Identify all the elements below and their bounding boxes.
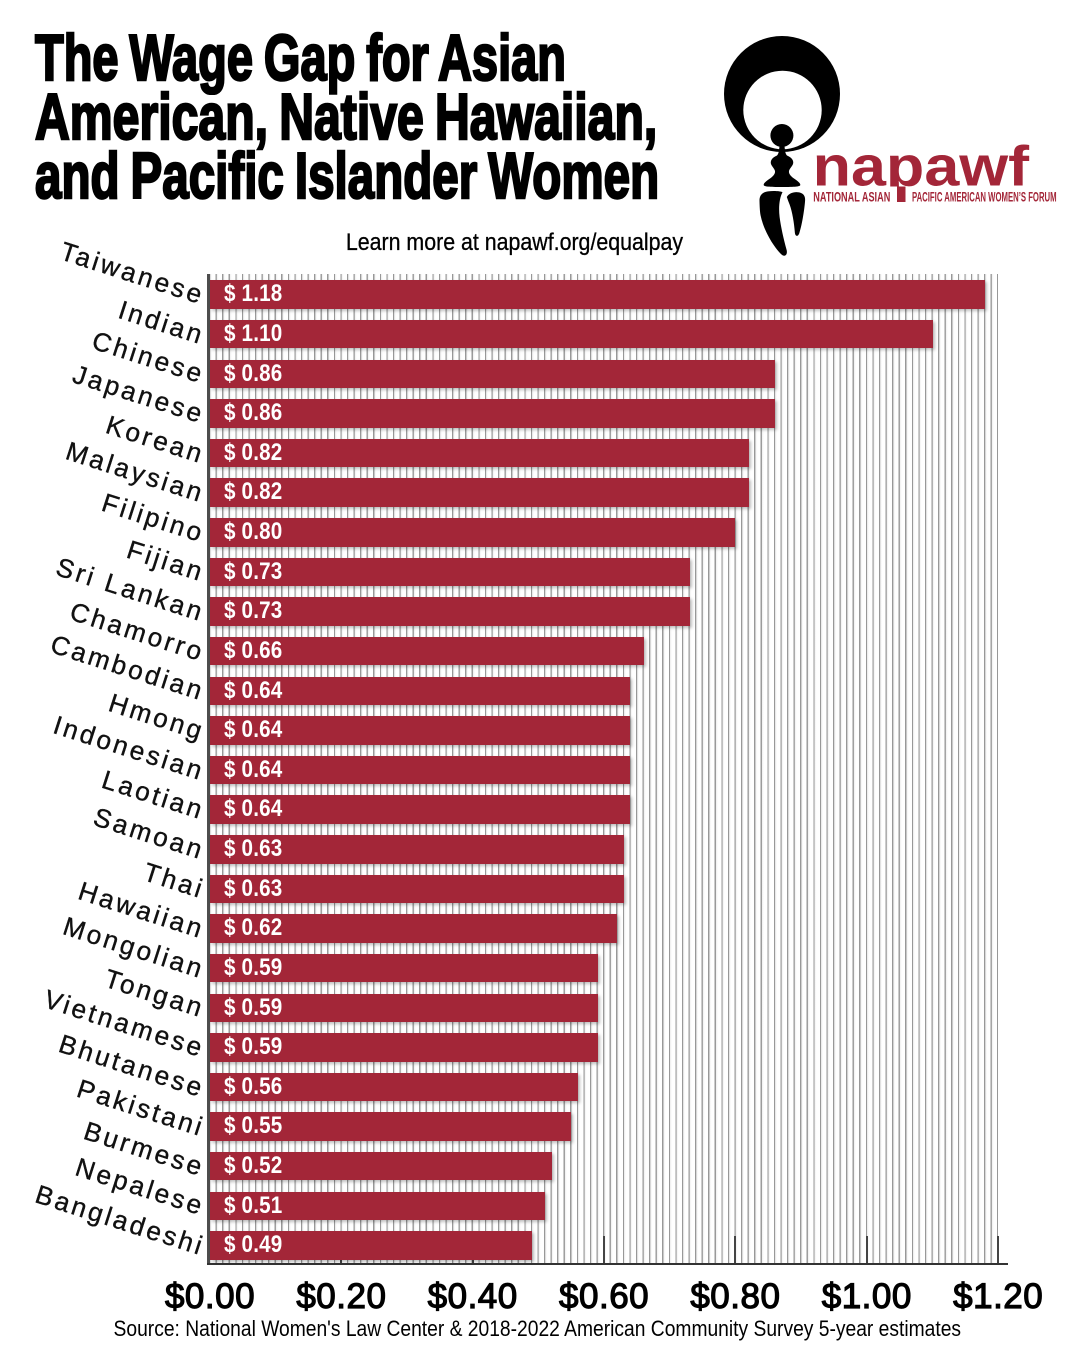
svg-text:napawf: napawf (813, 135, 1031, 199)
svg-text:NATIONAL ASIAN: NATIONAL ASIAN (813, 190, 890, 205)
svg-text:PACIFIC AMERICAN WOMEN’S FORUM: PACIFIC AMERICAN WOMEN’S FORUM (912, 190, 1057, 205)
